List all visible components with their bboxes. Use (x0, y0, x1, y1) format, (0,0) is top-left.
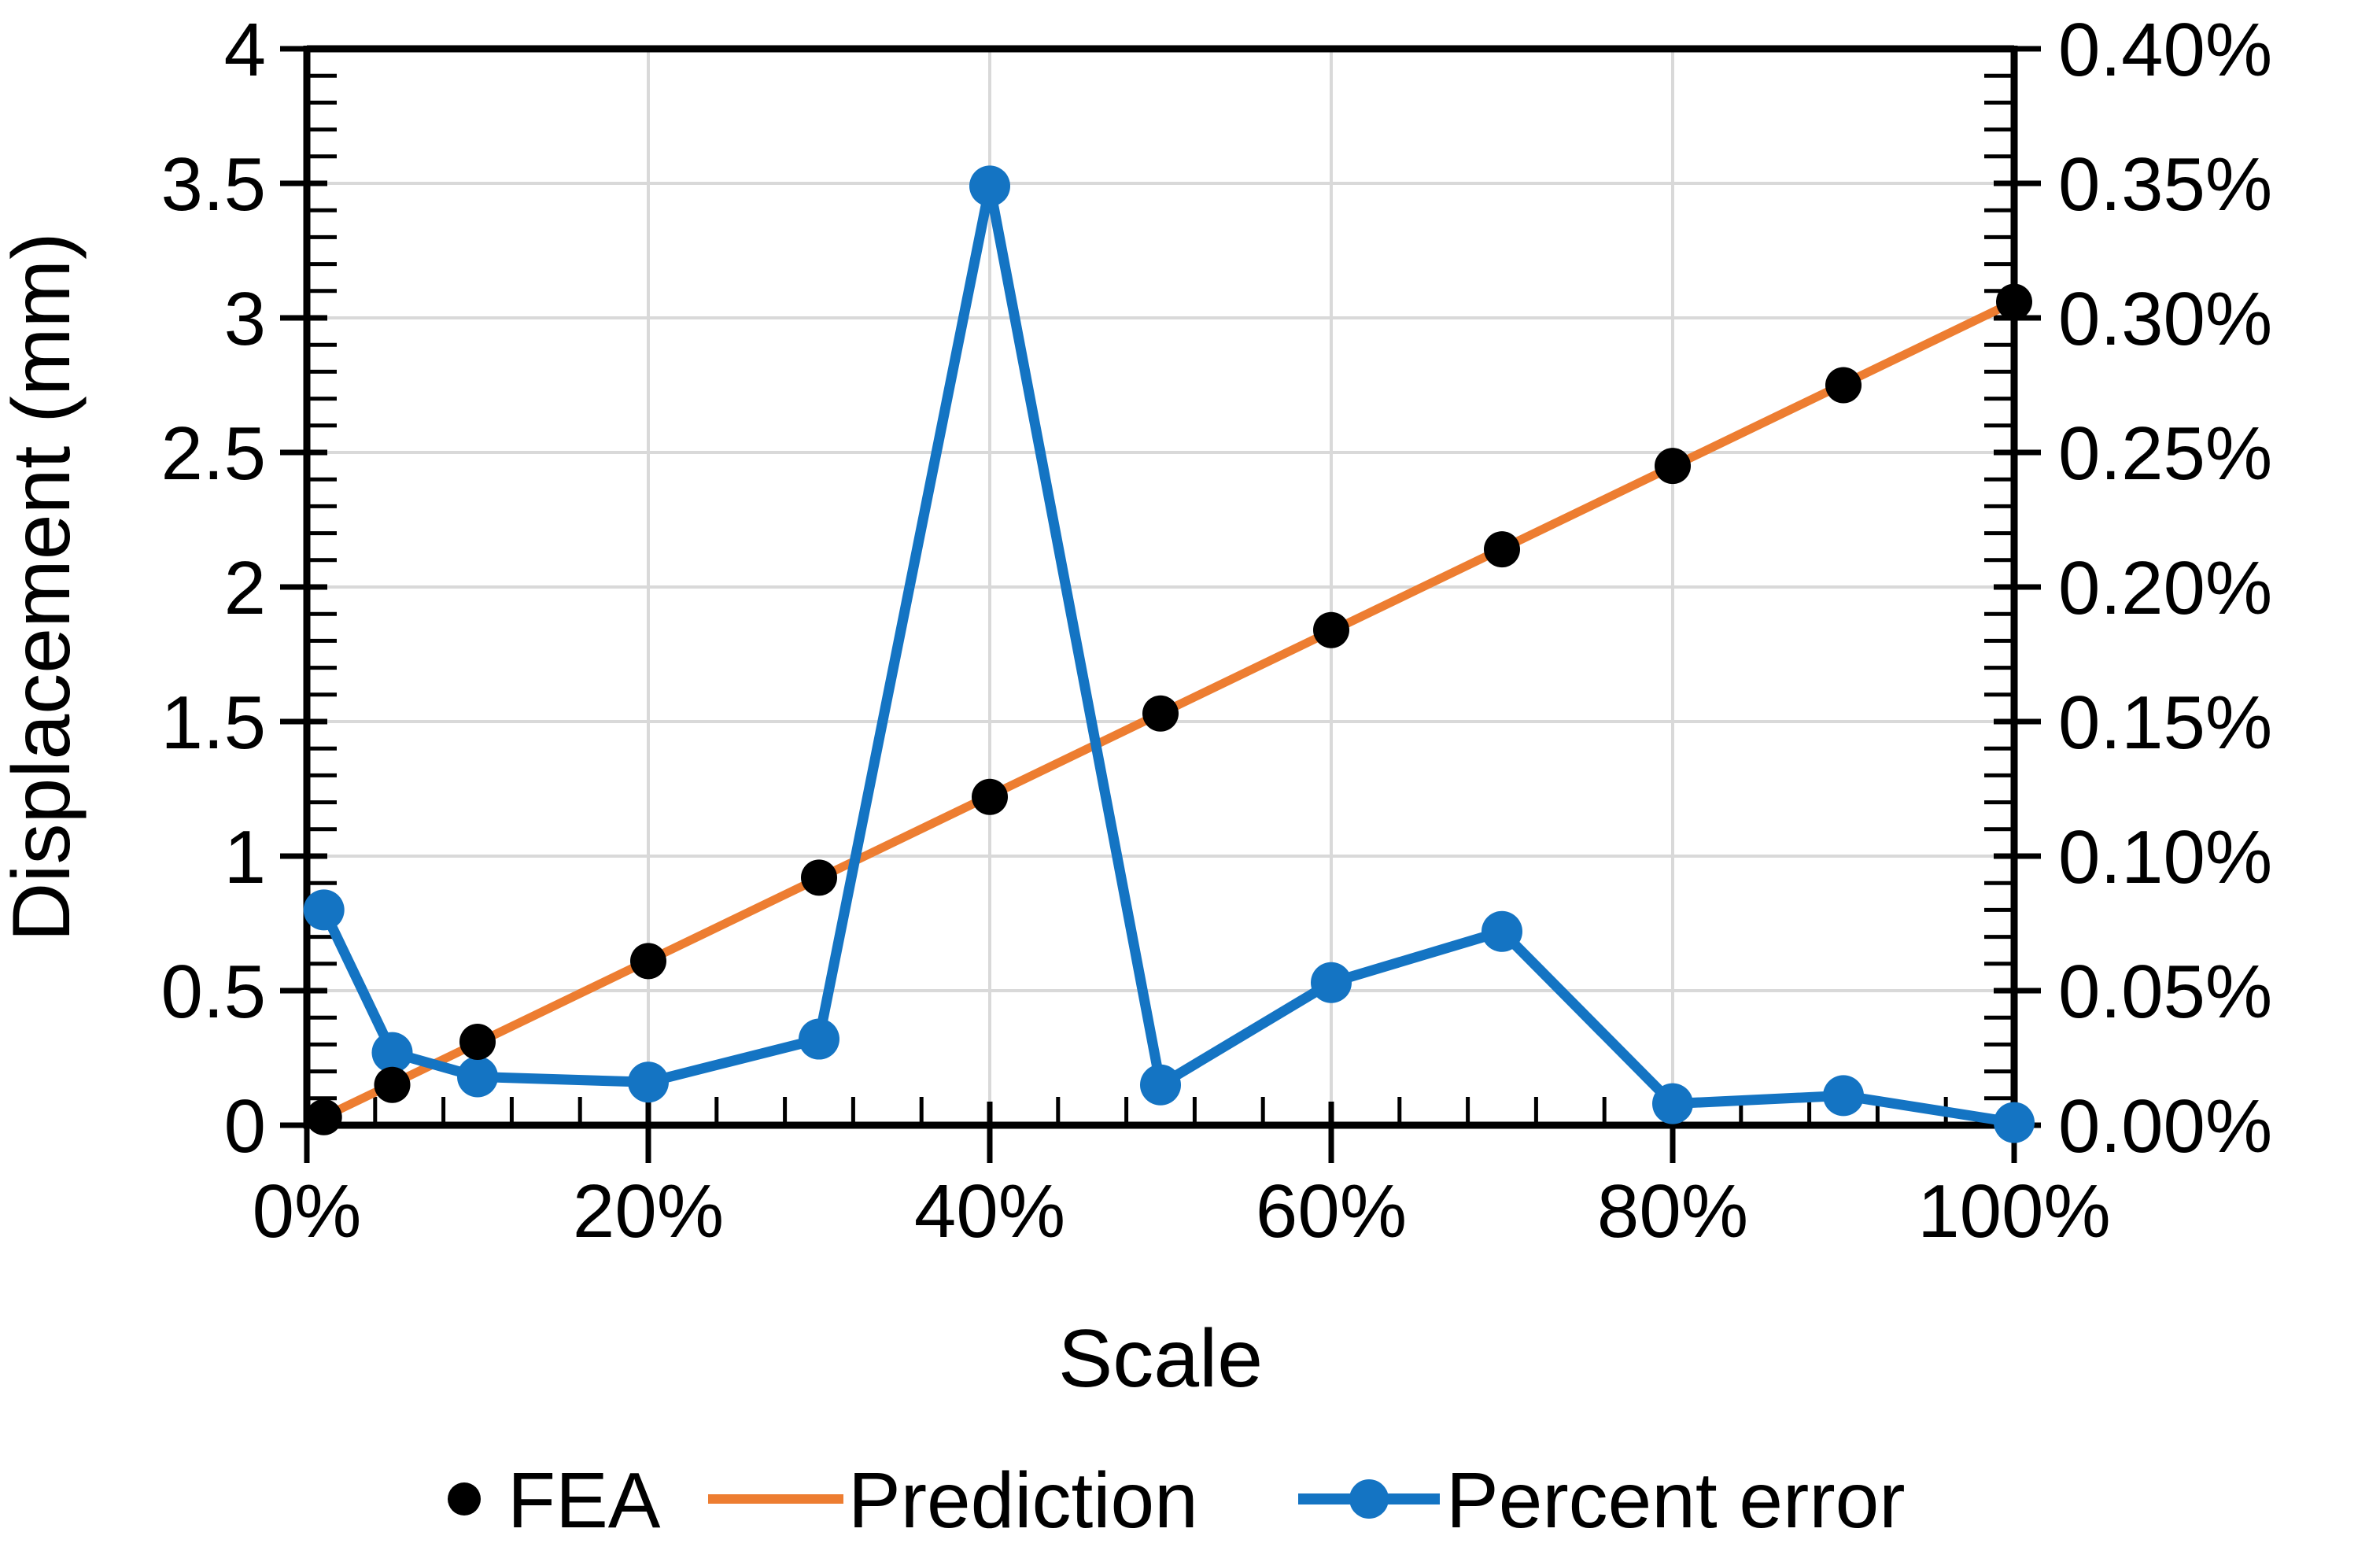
right-axis-tick-label: 0.10% (2058, 815, 2272, 899)
right-axis-tick-label: 0.30% (2058, 277, 2272, 361)
right-axis-tick-label: 0.00% (2058, 1084, 2272, 1168)
fea-point (972, 778, 1008, 815)
left-axis-tick-label: 2 (224, 546, 266, 630)
left-axis-tick-label: 2.5 (161, 412, 266, 496)
left-axis-tick-label: 3.5 (161, 142, 266, 227)
percent-error-point (1652, 1083, 1693, 1124)
percent-error-point (1994, 1102, 2035, 1143)
percent-error-point (799, 1018, 839, 1060)
x-axis-tick-label: 40% (914, 1169, 1065, 1253)
data-series (303, 165, 2035, 1143)
legend: FEA Prediction Percent error (448, 1456, 1906, 1545)
tick-labels: 0 0.5 1 1.5 2 2.5 3 3.5 4 0.00% 0.05% 0.10% 0.15% 0.2… (161, 8, 2273, 1253)
left-axis-tick-label: 1 (224, 815, 266, 899)
x-axis-tick-label: 20% (573, 1169, 724, 1253)
legend-fea-label: FEA (507, 1456, 661, 1545)
left-axis-tick-label: 4 (224, 8, 266, 92)
percent-error-point (1140, 1064, 1181, 1106)
fea-point (1484, 531, 1520, 568)
percent-error-point (1823, 1075, 1864, 1117)
legend-percent-error-marker-icon (1349, 1479, 1389, 1519)
right-axis-tick-label: 0.40% (2058, 8, 2272, 92)
fea-point (1655, 448, 1691, 485)
percent-error-point (303, 889, 345, 931)
percent-error-line (319, 180, 2020, 1128)
percent-error-point (1311, 962, 1352, 1003)
right-axis-tick-label: 0.20% (2058, 546, 2272, 630)
left-axis-tick-label: 3 (224, 277, 266, 361)
fea-point (459, 1023, 496, 1060)
left-axis-tick-label: 1.5 (161, 681, 266, 765)
gridlines (307, 49, 2014, 1125)
x-axis-tick-label: 100% (1917, 1169, 2111, 1253)
legend-prediction-label: Prediction (848, 1456, 1198, 1545)
percent-error-point (457, 1056, 498, 1098)
legend-fea-marker-icon (448, 1482, 481, 1516)
left-axis-tick-label: 0.5 (161, 950, 266, 1034)
fea-point (305, 1098, 342, 1135)
legend-percent-error-label: Percent error (1446, 1456, 1906, 1545)
x-axis-tick-label: 80% (1597, 1169, 1748, 1253)
fea-point (1142, 695, 1179, 732)
right-axis-tick-label: 0.05% (2058, 950, 2272, 1034)
fea-point (1996, 283, 2032, 320)
fea-point (374, 1066, 411, 1103)
x-axis-tick-label: 60% (1256, 1169, 1407, 1253)
fea-point (1825, 367, 1862, 404)
fea-point (1313, 611, 1349, 648)
percent-error-point (1482, 910, 1522, 952)
fea-point (630, 943, 666, 980)
right-axis-tick-label: 0.35% (2058, 142, 2272, 227)
right-axis-tick-label: 0.15% (2058, 681, 2272, 765)
left-axis-tick-label: 0 (224, 1084, 266, 1168)
percent-error-point (969, 165, 1010, 207)
x-axis-title: Scale (1058, 1313, 1263, 1405)
tick-marks (280, 46, 2041, 1163)
percent-error-point (628, 1061, 669, 1103)
left-axis-title: Displacement (mm) (0, 232, 87, 941)
fea-point (801, 859, 837, 896)
percent-error-point (371, 1032, 413, 1073)
x-axis-tick-label: 0% (253, 1169, 362, 1253)
right-axis-tick-label: 0.25% (2058, 412, 2272, 496)
